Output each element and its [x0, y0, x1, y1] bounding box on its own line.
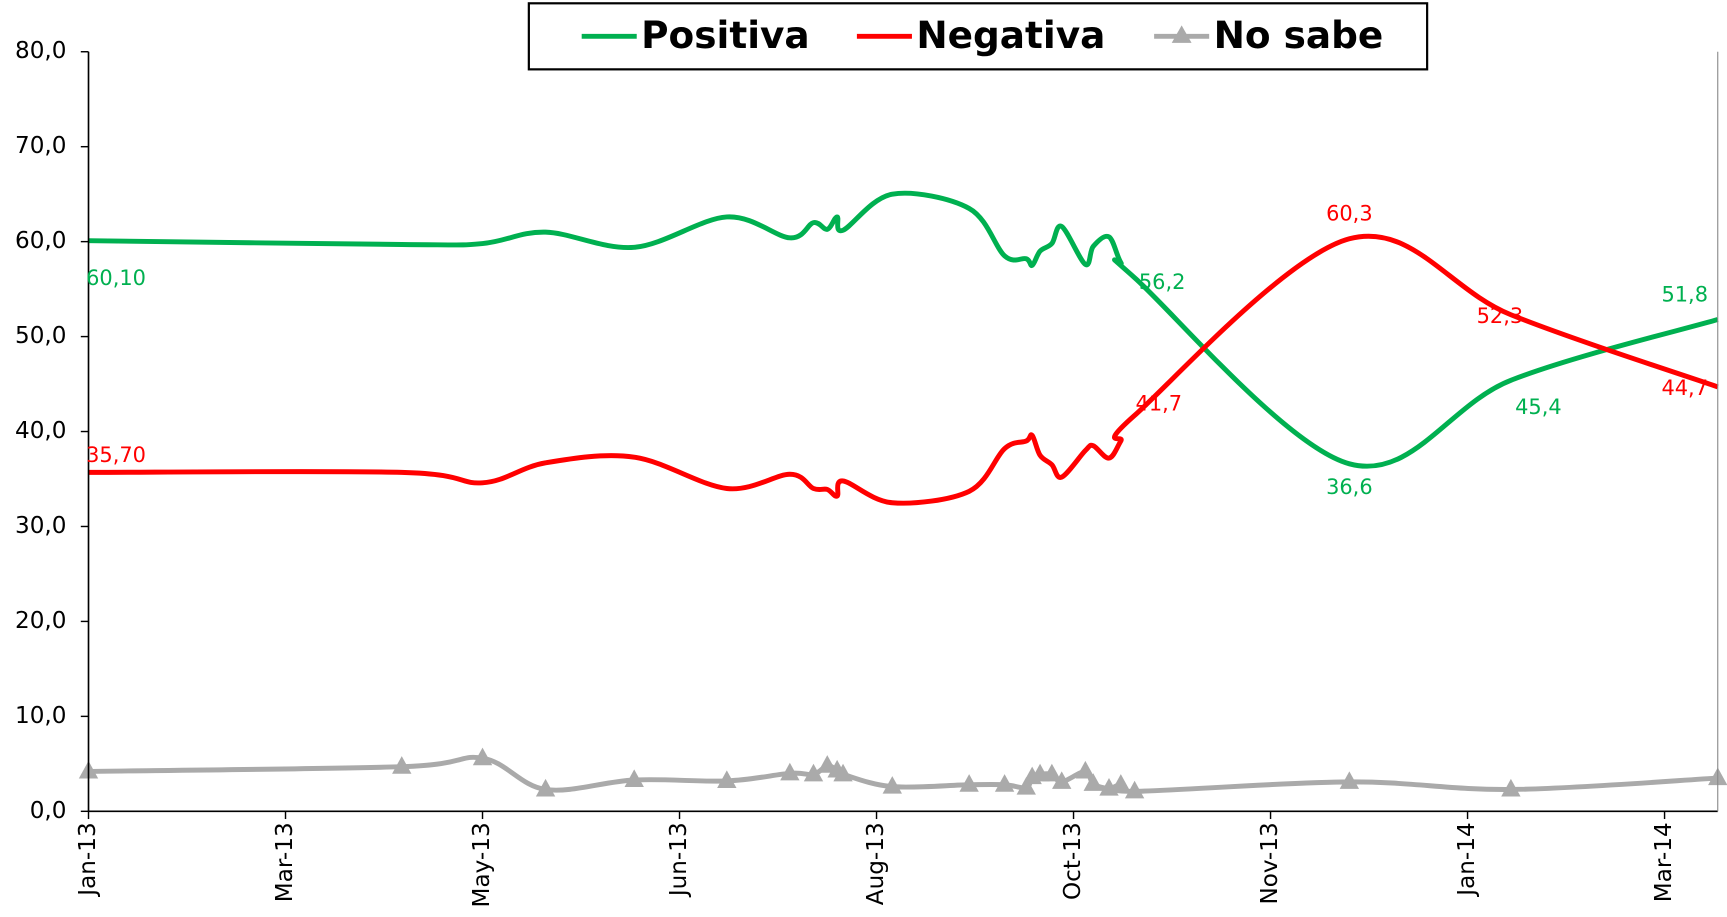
marker — [717, 770, 737, 788]
y-tick-label: 10,0 — [15, 703, 66, 729]
x-tick-label: Mar-14 — [1651, 822, 1677, 902]
x-tick-label: Nov-13 — [1257, 822, 1283, 904]
x-tick-label: Aug-13 — [863, 822, 889, 905]
y-tick-label: 30,0 — [15, 513, 66, 539]
plot-area — [78, 190, 1727, 799]
legend-label: Negativa — [916, 13, 1105, 57]
marker — [1016, 777, 1036, 795]
marker — [817, 755, 837, 773]
data-label: 36,6 — [1326, 475, 1373, 499]
x-tick-label: May-13 — [469, 822, 495, 907]
x-tick-label: Jan-14 — [1454, 822, 1480, 897]
y-tick-label: 0,0 — [30, 798, 67, 824]
marker — [882, 776, 902, 794]
marker — [1339, 771, 1360, 789]
marker — [535, 778, 556, 797]
marker — [624, 769, 644, 788]
data-label: 41,7 — [1136, 391, 1183, 415]
data-label: 51,8 — [1661, 282, 1708, 306]
legend: Positiva Negativa No sabe — [527, 2, 1429, 71]
data-label: 45,4 — [1515, 395, 1562, 419]
data-label: 44,7 — [1661, 376, 1708, 400]
legend-label: No sabe — [1214, 13, 1384, 57]
marker — [1501, 778, 1521, 797]
marker — [1124, 780, 1145, 799]
marker — [1075, 760, 1096, 779]
y-tick-label: 20,0 — [15, 608, 66, 634]
y-tick-label: 50,0 — [15, 323, 66, 349]
marker — [994, 774, 1015, 792]
marker — [959, 774, 979, 792]
legend-label: Positiva — [641, 13, 810, 57]
marker — [472, 747, 493, 766]
marker — [1052, 771, 1072, 789]
data-label: 60,10 — [86, 266, 146, 290]
legend-box — [527, 2, 1429, 71]
marker — [833, 763, 853, 782]
series-line — [88, 754, 1718, 794]
data-label: 60,3 — [1326, 202, 1373, 226]
marker — [1042, 763, 1062, 782]
series-line — [88, 190, 1719, 469]
data-label: 35,70 — [86, 443, 146, 467]
x-tick-label: Oct-13 — [1060, 822, 1086, 900]
x-tick-label: Mar-13 — [272, 822, 298, 902]
series-line — [88, 233, 1719, 506]
marker — [1083, 773, 1103, 791]
marker — [780, 762, 800, 781]
data-label: 52,3 — [1477, 304, 1524, 328]
axes: 0,0 10,0 20,0 30,0 40,0 50,0 60,0 70,0 80,0 Jan-1… — [15, 38, 1719, 907]
data-label: 56,2 — [1139, 270, 1186, 294]
labels: 60,10 56,2 36,6 45,4 51,8 35,70 41,7 60,3 52,3 44… — [86, 202, 1708, 499]
y-tick-label: 70,0 — [15, 133, 66, 159]
marker — [1111, 774, 1131, 792]
y-tick-label: 60,0 — [15, 228, 66, 254]
x-tick-label: Jan-13 — [75, 822, 101, 897]
marker — [392, 756, 412, 774]
y-tick-label: 80,0 — [15, 38, 66, 64]
marker — [803, 763, 824, 782]
y-tick-label: 40,0 — [15, 418, 66, 444]
legend-marker — [1171, 25, 1192, 43]
x-tick-label: Jun-13 — [666, 822, 692, 898]
